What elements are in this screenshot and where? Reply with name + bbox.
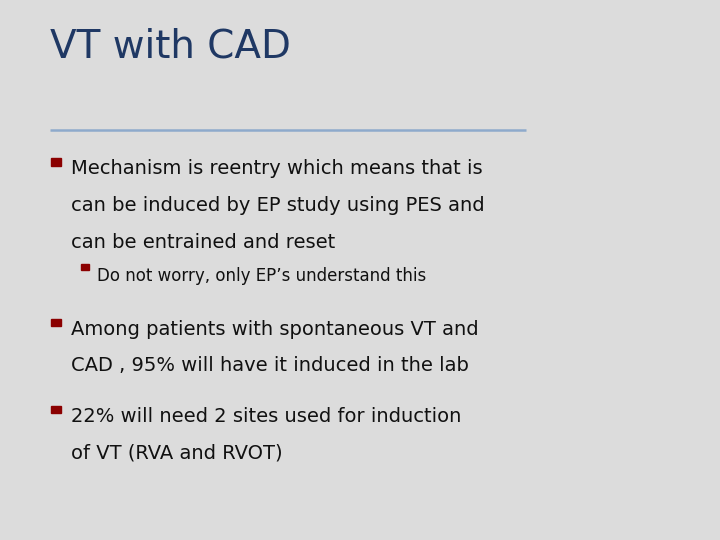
Text: of VT (RVA and RVOT): of VT (RVA and RVOT) — [71, 443, 282, 462]
Bar — [51, 158, 61, 166]
Text: CAD , 95% will have it induced in the lab: CAD , 95% will have it induced in the la… — [71, 356, 469, 375]
Text: Mechanism is reentry which means that is: Mechanism is reentry which means that is — [71, 159, 482, 178]
Bar — [51, 319, 61, 326]
Text: 22% will need 2 sites used for induction: 22% will need 2 sites used for induction — [71, 407, 461, 426]
Text: Do not worry, only EP’s understand this: Do not worry, only EP’s understand this — [97, 267, 426, 285]
Text: VT with CAD: VT with CAD — [50, 27, 292, 65]
Bar — [51, 406, 61, 413]
Text: can be entrained and reset: can be entrained and reset — [71, 233, 335, 252]
Bar — [81, 264, 89, 270]
Text: Among patients with spontaneous VT and: Among patients with spontaneous VT and — [71, 320, 478, 339]
Text: can be induced by EP study using PES and: can be induced by EP study using PES and — [71, 196, 484, 215]
